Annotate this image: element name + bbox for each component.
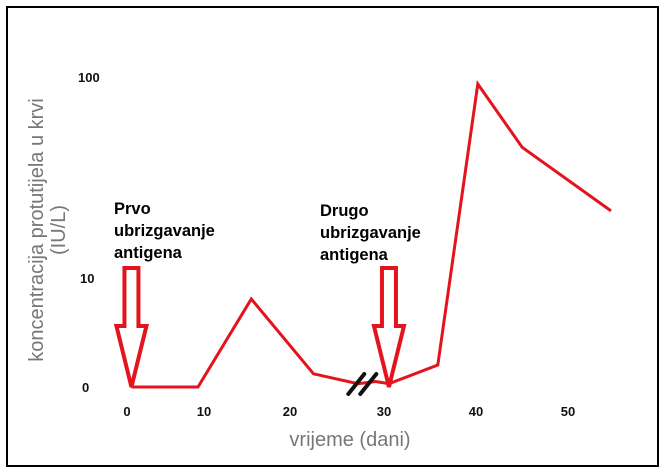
x-tick-label: 50 bbox=[561, 404, 575, 419]
x-tick-label: 30 bbox=[377, 404, 391, 419]
x-tick-label: 20 bbox=[283, 404, 297, 419]
annotation-line: antigena bbox=[320, 246, 389, 264]
y-tick-label: 0 bbox=[82, 380, 89, 395]
y-axis-title: koncentracija protutijela u krvi bbox=[26, 98, 48, 361]
x-tick-label: 40 bbox=[469, 404, 483, 419]
series-line bbox=[131, 80, 612, 389]
annotation-line: ubrizgavanje bbox=[114, 222, 215, 240]
y-axis-unit: (IU/L) bbox=[48, 205, 70, 255]
annotation-line: Drugo bbox=[320, 202, 369, 220]
annotation-second-injection: Drugo ubrizgavanje antigena bbox=[320, 202, 425, 264]
injection-arrow bbox=[113, 266, 149, 388]
x-tick-label: 10 bbox=[197, 404, 211, 419]
axis-break-mark bbox=[358, 372, 379, 396]
annotation-line: ubrizgavanje bbox=[320, 224, 421, 242]
annotation-first-injection: Prvo ubrizgavanje antigena bbox=[114, 200, 219, 262]
annotation-line: Prvo bbox=[114, 200, 151, 218]
injection-arrow bbox=[371, 266, 407, 388]
axis-break-mark bbox=[346, 372, 367, 396]
plot-layer bbox=[113, 80, 612, 396]
x-axis-title: vrijeme (dani) bbox=[289, 429, 410, 451]
x-tick-label: 0 bbox=[123, 404, 130, 419]
chart-frame bbox=[6, 6, 659, 467]
y-tick-label: 10 bbox=[80, 271, 94, 286]
annotation-line: antigena bbox=[114, 244, 183, 262]
y-tick-label: 100 bbox=[78, 70, 100, 85]
